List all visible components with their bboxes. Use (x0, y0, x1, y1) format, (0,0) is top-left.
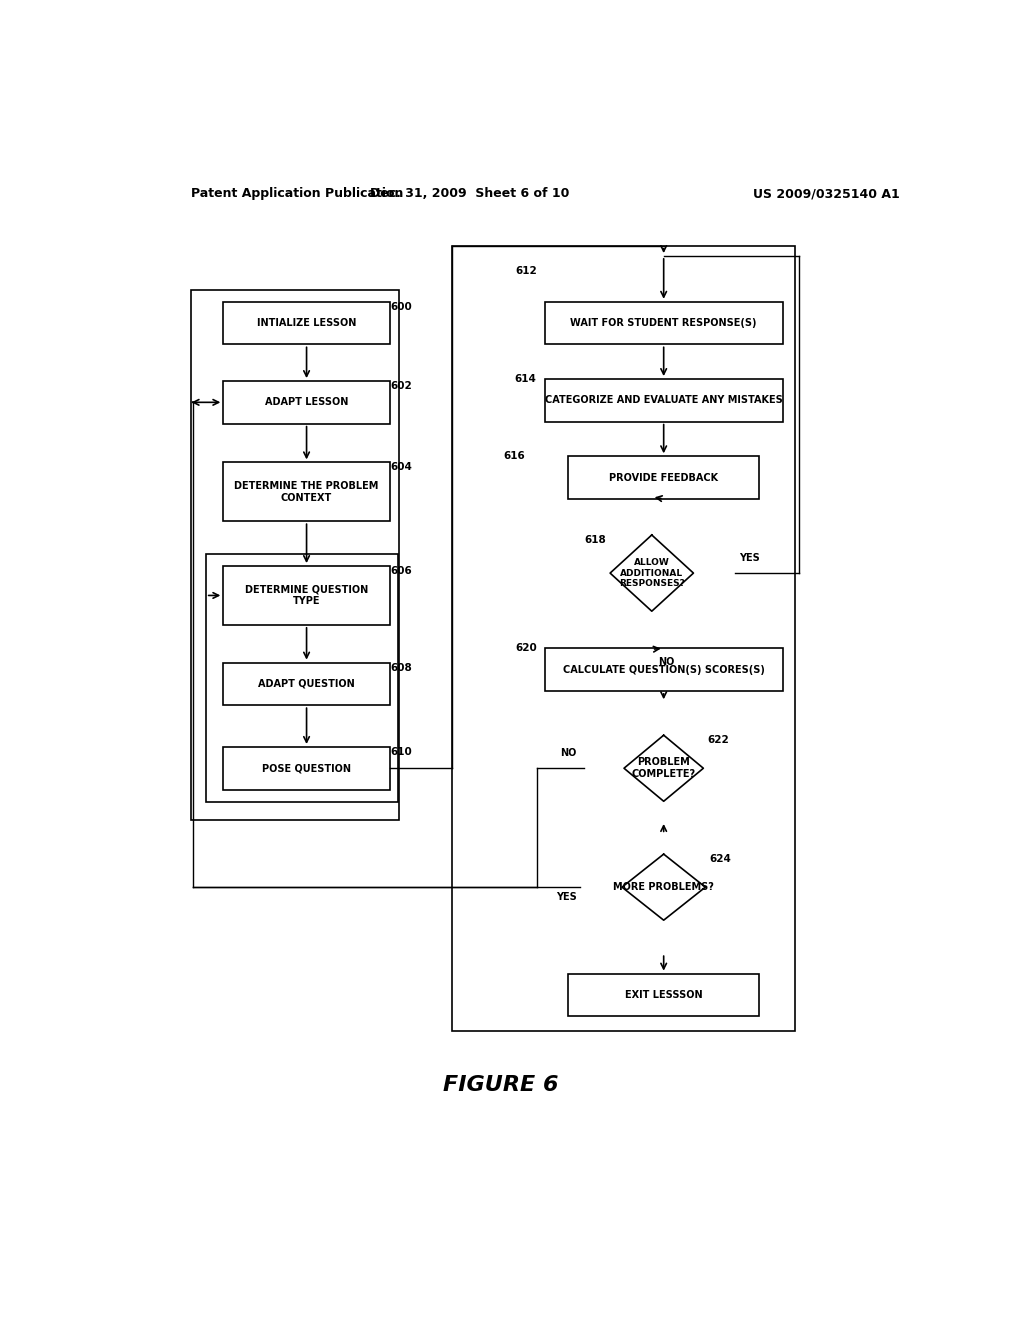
Polygon shape (624, 735, 703, 801)
Text: NO: NO (658, 657, 675, 668)
Text: CATEGORIZE AND EVALUATE ANY MISTAKES: CATEGORIZE AND EVALUATE ANY MISTAKES (545, 395, 782, 405)
FancyBboxPatch shape (545, 379, 782, 421)
Text: FIGURE 6: FIGURE 6 (443, 1076, 559, 1096)
Text: 600: 600 (390, 302, 412, 312)
Text: DETERMINE QUESTION
TYPE: DETERMINE QUESTION TYPE (245, 585, 369, 606)
FancyBboxPatch shape (223, 462, 390, 521)
Text: ADAPT QUESTION: ADAPT QUESTION (258, 678, 355, 689)
FancyBboxPatch shape (545, 648, 782, 690)
Text: 614: 614 (515, 374, 537, 384)
Text: YES: YES (556, 892, 577, 903)
Text: 610: 610 (390, 747, 412, 756)
Text: CALCULATE QUESTION(S) SCORES(S): CALCULATE QUESTION(S) SCORES(S) (563, 665, 765, 675)
FancyBboxPatch shape (568, 974, 759, 1016)
Text: PROBLEM
COMPLETE?: PROBLEM COMPLETE? (632, 758, 695, 779)
Text: WAIT FOR STUDENT RESPONSE(S): WAIT FOR STUDENT RESPONSE(S) (570, 318, 757, 329)
FancyBboxPatch shape (545, 302, 782, 345)
Text: INTIALIZE LESSON: INTIALIZE LESSON (257, 318, 356, 329)
Text: DETERMINE THE PROBLEM
CONTEXT: DETERMINE THE PROBLEM CONTEXT (234, 480, 379, 503)
Text: Patent Application Publication: Patent Application Publication (191, 187, 403, 201)
Text: PROVIDE FEEDBACK: PROVIDE FEEDBACK (609, 473, 718, 483)
Text: 604: 604 (390, 462, 412, 473)
Text: ALLOW
ADDITIONAL
RESPONSES?: ALLOW ADDITIONAL RESPONSES? (618, 558, 685, 587)
FancyBboxPatch shape (223, 747, 390, 789)
FancyBboxPatch shape (223, 566, 390, 624)
FancyBboxPatch shape (223, 381, 390, 424)
FancyBboxPatch shape (568, 457, 759, 499)
Polygon shape (622, 854, 706, 920)
FancyBboxPatch shape (223, 663, 390, 705)
Text: 624: 624 (710, 854, 731, 865)
Text: 620: 620 (515, 643, 537, 653)
Polygon shape (610, 535, 693, 611)
FancyBboxPatch shape (223, 302, 390, 345)
Text: 618: 618 (585, 535, 606, 545)
Text: Dec. 31, 2009  Sheet 6 of 10: Dec. 31, 2009 Sheet 6 of 10 (370, 187, 569, 201)
Text: ADAPT LESSON: ADAPT LESSON (265, 397, 348, 408)
Text: POSE QUESTION: POSE QUESTION (262, 763, 351, 774)
Text: 622: 622 (708, 735, 729, 746)
Text: 602: 602 (390, 381, 412, 391)
Text: YES: YES (739, 553, 760, 562)
Text: 608: 608 (390, 663, 412, 672)
Text: 612: 612 (515, 267, 537, 276)
Text: MORE PROBLEMS?: MORE PROBLEMS? (613, 882, 714, 892)
Text: EXIT LESSSON: EXIT LESSSON (625, 990, 702, 999)
Text: NO: NO (560, 748, 577, 758)
Text: 606: 606 (390, 566, 412, 576)
Text: 616: 616 (503, 451, 524, 461)
Text: US 2009/0325140 A1: US 2009/0325140 A1 (753, 187, 900, 201)
